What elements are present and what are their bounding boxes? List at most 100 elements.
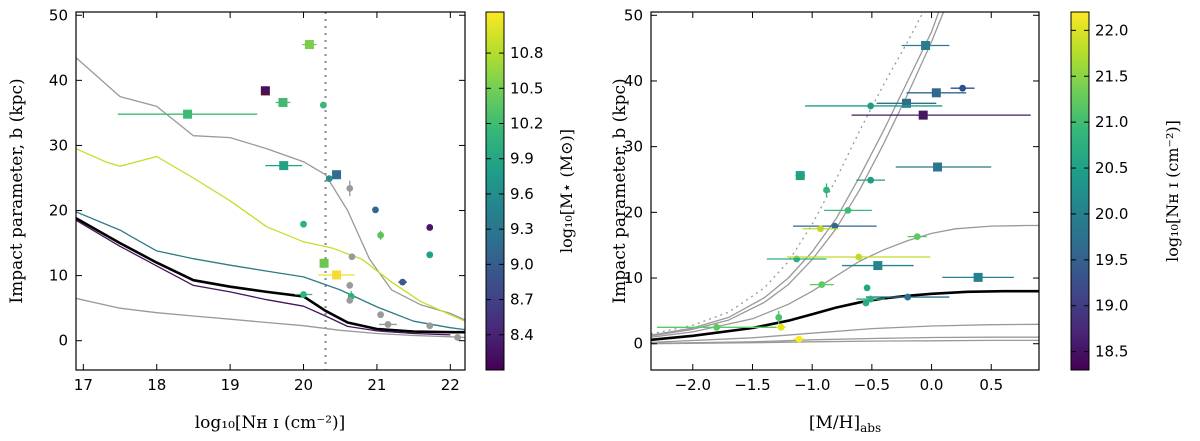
y-tick-label: 10 bbox=[624, 269, 643, 287]
data-point bbox=[318, 270, 355, 280]
data-point bbox=[346, 281, 354, 289]
curve-median-black bbox=[76, 217, 465, 334]
right-ylabel: Impact parameter, b (kpc) bbox=[610, 78, 630, 303]
colorbar-tick-label: 8.7 bbox=[510, 291, 534, 309]
x-tick-label: −1.0 bbox=[794, 376, 830, 394]
y-tick-label: 0 bbox=[58, 332, 68, 350]
data-point bbox=[863, 284, 871, 292]
data-point bbox=[856, 295, 885, 303]
right-xlabel: [M/H]abs bbox=[809, 413, 881, 435]
data-point bbox=[426, 224, 434, 231]
data-point bbox=[265, 161, 303, 171]
x-tick-label: 22 bbox=[441, 376, 460, 394]
y-tick-label: 20 bbox=[624, 203, 643, 221]
x-tick-label: −2.0 bbox=[675, 376, 711, 394]
data-point bbox=[426, 322, 434, 330]
x-tick-label: −1.5 bbox=[734, 376, 770, 394]
right-colorbar-gradient bbox=[1070, 11, 1090, 371]
data-point bbox=[656, 323, 777, 331]
data-point bbox=[802, 225, 839, 233]
data-point bbox=[776, 323, 786, 331]
x-tick-label: −0.5 bbox=[854, 376, 890, 394]
data-point bbox=[865, 293, 950, 301]
colorbar-tick-label: 10.5 bbox=[510, 79, 543, 97]
data-point bbox=[906, 88, 967, 98]
x-tick-label: 0.0 bbox=[920, 376, 944, 394]
y-tick-label: 40 bbox=[624, 72, 643, 90]
left-colorbar: 8.4 8.7 9.0 9.3 9.6 9.9 10.2 10.5 10.8 log₁₀[M⋆ … bbox=[485, 11, 576, 371]
left-colorbar-ticks: 8.4 8.7 9.0 9.3 9.6 9.9 10.2 10.5 10.8 bbox=[486, 44, 543, 344]
data-point bbox=[907, 233, 927, 241]
data-point bbox=[856, 176, 885, 184]
x-tick-label: 20 bbox=[294, 376, 313, 394]
left-colorbar-label: log₁₀[M⋆ (M⊙)] bbox=[557, 129, 576, 253]
data-point bbox=[377, 311, 384, 319]
curve-grey-low-1 bbox=[651, 323, 1039, 344]
left-axis-ticks: 17 18 19 20 21 22 0 10 20 30 40 50 bbox=[49, 6, 465, 394]
data-point bbox=[302, 40, 317, 50]
data-point bbox=[319, 101, 327, 109]
data-point bbox=[346, 296, 354, 304]
x-tick-label: 19 bbox=[221, 376, 240, 394]
colorbar-tick-label: 18.5 bbox=[1095, 343, 1128, 361]
data-point bbox=[319, 258, 329, 268]
colorbar-tick-label: 19.0 bbox=[1095, 297, 1128, 315]
curve-upper-grey bbox=[76, 57, 465, 321]
curve-yellow-green bbox=[76, 148, 465, 322]
data-point bbox=[398, 278, 408, 286]
data-point bbox=[795, 171, 806, 181]
data-point bbox=[332, 170, 342, 180]
left-curves bbox=[76, 57, 465, 339]
data-point bbox=[942, 272, 1014, 282]
curve-grey-low-3 bbox=[651, 339, 1039, 345]
colorbar-tick-label: 9.0 bbox=[510, 255, 534, 273]
colorbar-tick-label: 21.5 bbox=[1095, 67, 1128, 85]
data-point bbox=[842, 261, 914, 271]
data-point bbox=[346, 180, 354, 197]
data-point bbox=[824, 206, 872, 214]
colorbar-tick-label: 10.8 bbox=[510, 44, 543, 62]
left-plot-frame bbox=[75, 11, 466, 371]
right-colorbar-label: log₁₀[Nʜ ɪ (cm⁻²)] bbox=[1163, 120, 1182, 262]
data-point bbox=[372, 206, 379, 214]
left-ylabel: Impact parameter, b (kpc) bbox=[7, 78, 27, 303]
y-tick-label: 50 bbox=[49, 6, 68, 24]
x-tick-label: 0.5 bbox=[979, 376, 1003, 394]
x-tick-label: 17 bbox=[74, 376, 93, 394]
data-point bbox=[379, 321, 397, 328]
colorbar-tick-label: 9.3 bbox=[510, 220, 534, 238]
right-colorbar-ticks: 18.5 19.0 19.5 20.0 20.5 21.0 21.5 22.0 bbox=[1071, 21, 1128, 361]
curve-grey-low-2 bbox=[651, 336, 1039, 345]
curve-grey-steep-1 bbox=[651, 12, 940, 336]
right-points bbox=[656, 41, 1031, 343]
data-point bbox=[117, 109, 258, 119]
data-point bbox=[787, 253, 931, 261]
y-tick-label: 10 bbox=[49, 267, 68, 285]
colorbar-tick-label: 20.0 bbox=[1095, 205, 1128, 223]
colorbar-tick-label: 19.5 bbox=[1095, 251, 1128, 269]
data-point bbox=[377, 230, 384, 240]
data-point bbox=[294, 291, 313, 298]
y-tick-label: 30 bbox=[624, 138, 643, 156]
data-point bbox=[851, 110, 1031, 120]
colorbar-tick-label: 9.9 bbox=[510, 150, 534, 168]
data-point bbox=[300, 220, 307, 228]
colorbar-tick-label: 20.5 bbox=[1095, 159, 1128, 177]
curve-lower-grey bbox=[76, 297, 465, 339]
y-tick-label: 40 bbox=[49, 71, 68, 89]
data-point bbox=[862, 299, 870, 307]
curve-grey-mid bbox=[651, 224, 1039, 338]
x-tick-label: 21 bbox=[367, 376, 386, 394]
right-plot-frame bbox=[650, 11, 1040, 371]
colorbar-tick-label: 8.4 bbox=[510, 326, 534, 344]
right-panel: −2.0 −1.5 −1.0 −0.5 0.0 0.5 0 10 20 30 40 50 Impact… bbox=[610, 6, 1182, 435]
curve-teal bbox=[76, 211, 465, 331]
colorbar-tick-label: 21.0 bbox=[1095, 113, 1128, 131]
data-point bbox=[823, 183, 830, 197]
curve-purple bbox=[76, 219, 451, 336]
x-tick-label: 18 bbox=[147, 376, 166, 394]
right-curves bbox=[651, 12, 1039, 345]
y-tick-label: 0 bbox=[633, 335, 643, 353]
data-point bbox=[793, 222, 877, 230]
